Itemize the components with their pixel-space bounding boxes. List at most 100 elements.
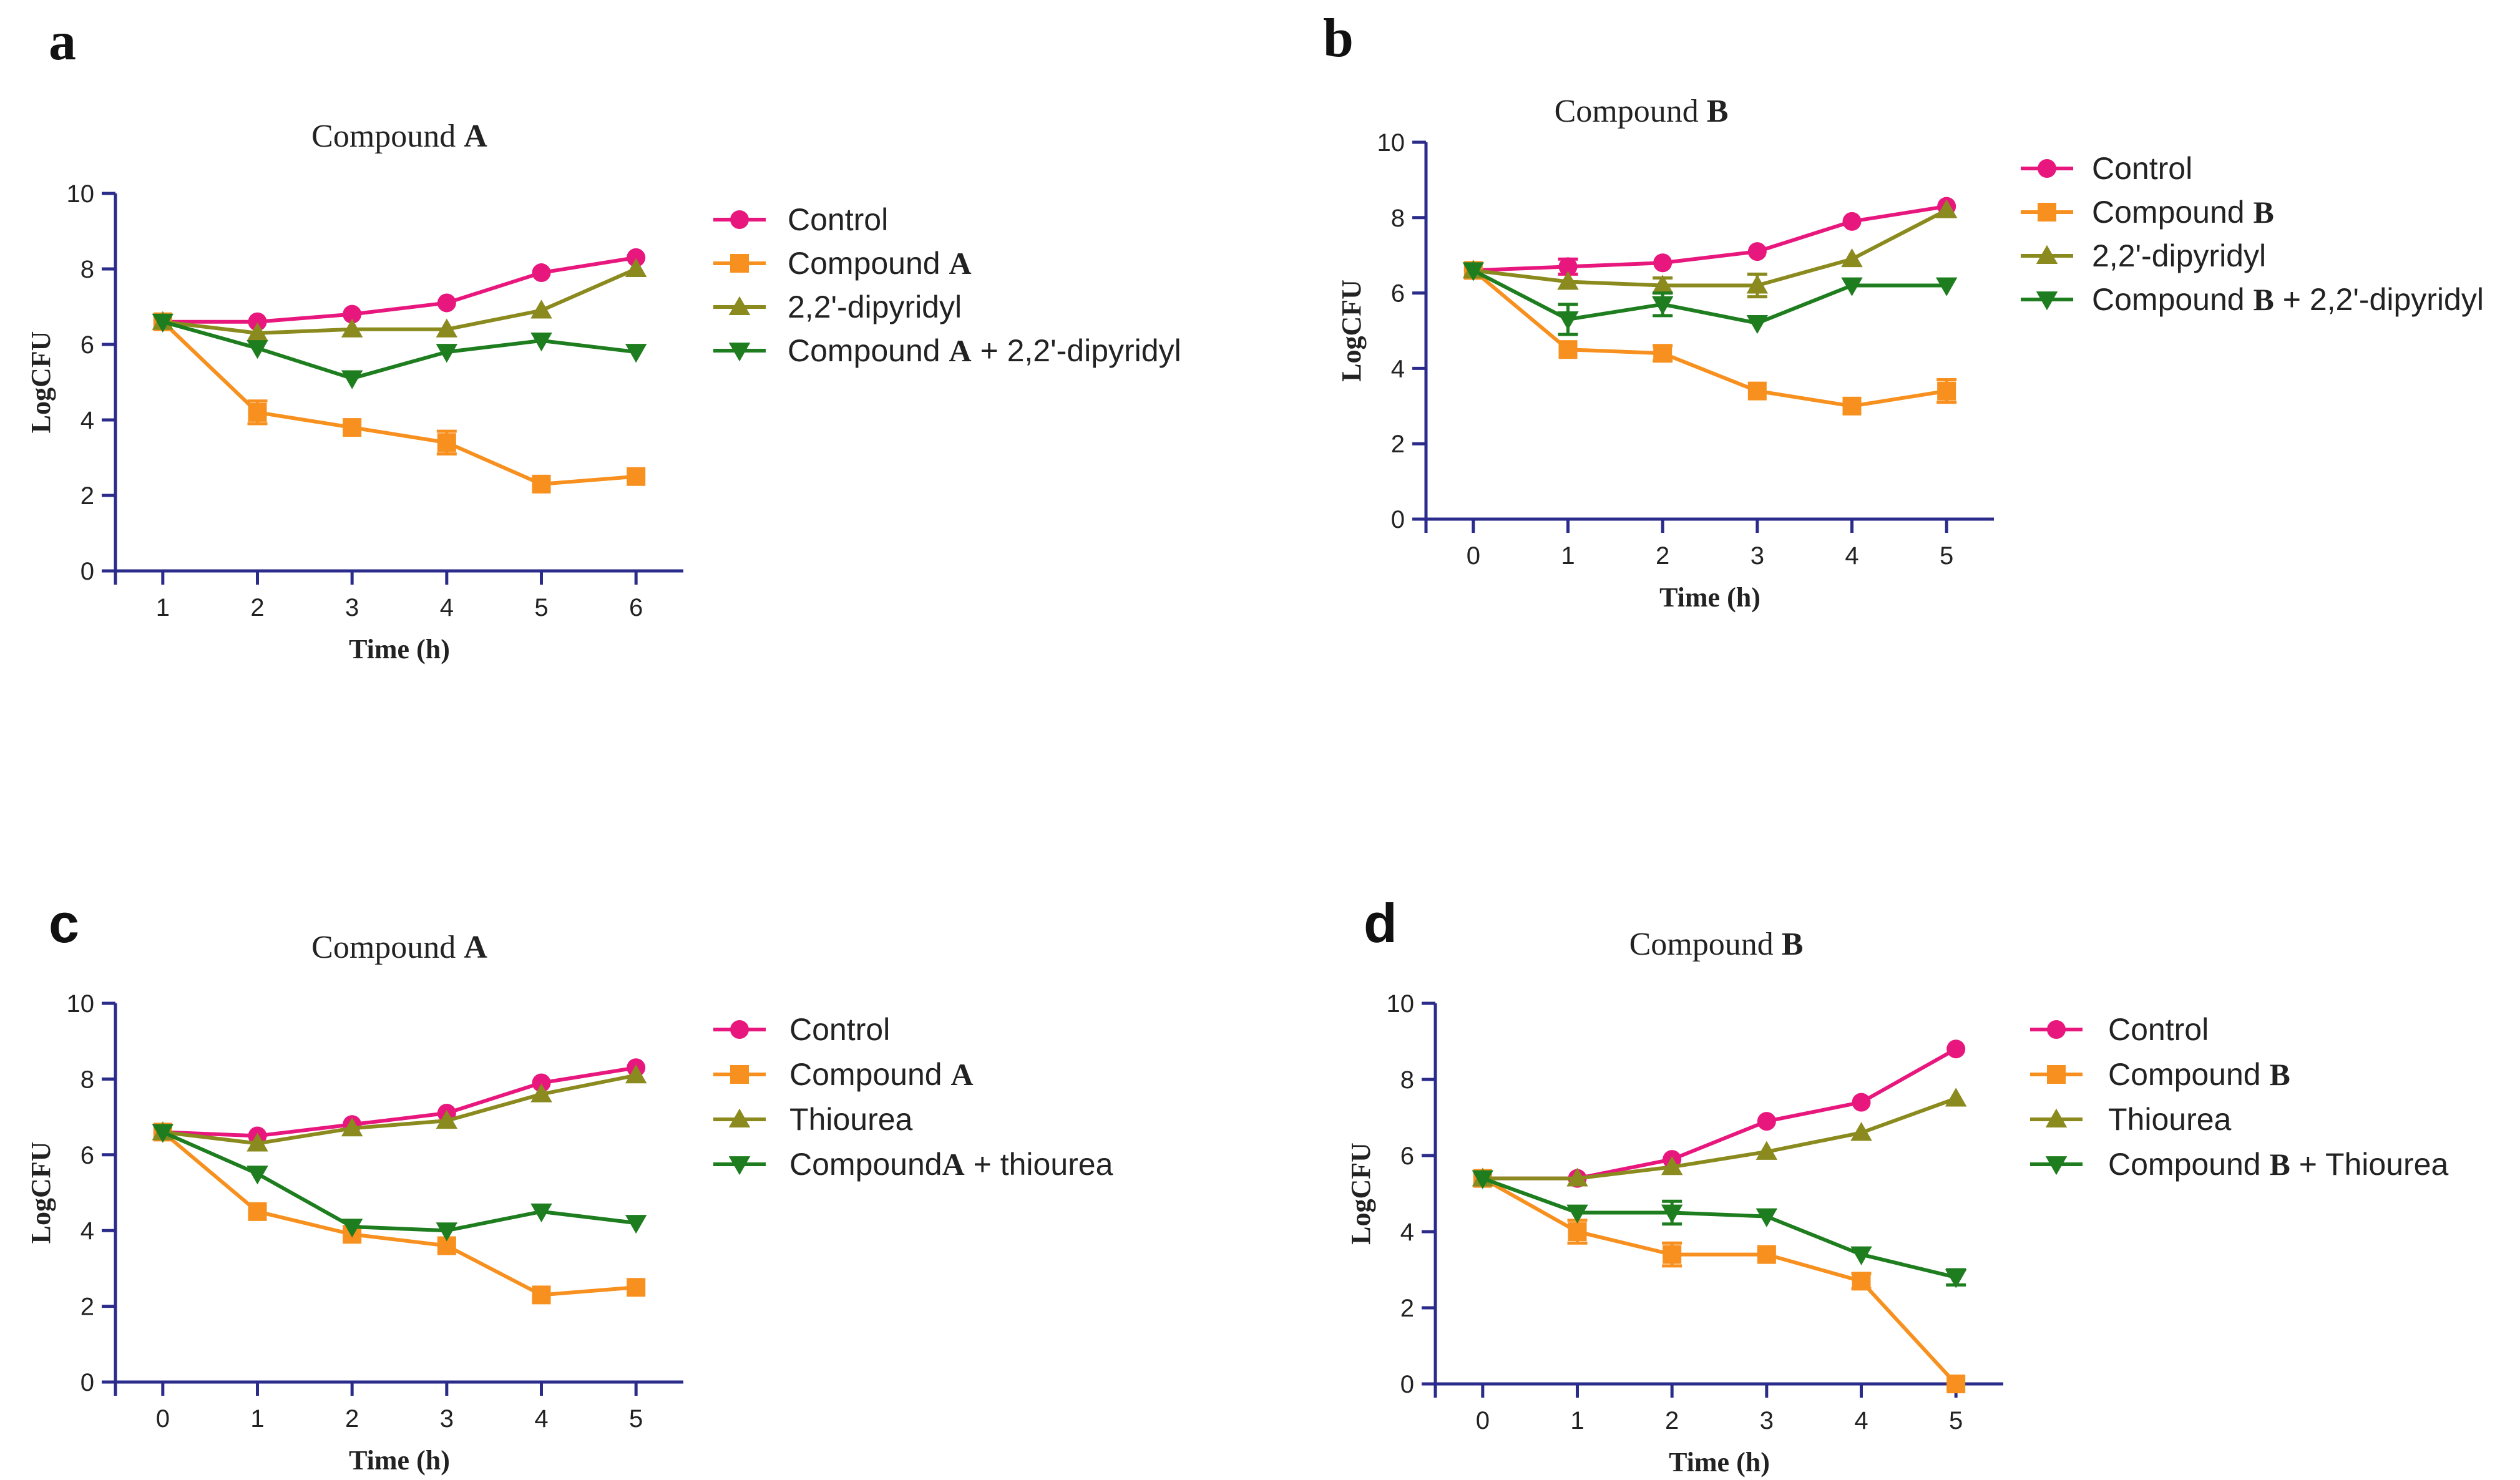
legend-item: Compound A + 2,2'-dipyridyl [713, 333, 1181, 368]
legend-item: Compound B + Thiourea [2030, 1147, 2448, 1182]
data-point [247, 340, 268, 359]
x-tick-label: 4 [1845, 542, 1858, 570]
legend-label: Compound B + Thiourea [2108, 1147, 2448, 1182]
data-point [532, 1073, 551, 1093]
data-point [625, 1215, 647, 1234]
legend-item: Compound B [2030, 1057, 2290, 1092]
y-tick-label: 0 [81, 1369, 94, 1396]
series-compound-b [1463, 261, 1957, 416]
data-point [1747, 381, 1767, 401]
x-tick-label: 2 [250, 594, 264, 621]
data-point [152, 1124, 174, 1143]
legend-item: Control [713, 1012, 890, 1047]
x-tick-label: 4 [534, 1405, 548, 1433]
series-thiourea [1472, 1088, 1967, 1187]
legend-item: Compound A [713, 246, 972, 281]
data-point [530, 1203, 552, 1223]
x-tick-label: 1 [250, 1405, 264, 1433]
data-point [1852, 1093, 1871, 1112]
legend-label: Compound B [2092, 195, 2274, 230]
y-tick-label: 6 [81, 331, 94, 359]
data-point [1566, 1167, 1588, 1187]
legend-item: 2,2'-dipyridyl [713, 290, 962, 324]
data-point [1757, 1245, 1776, 1264]
y-axis-label: LogCFU [1345, 1142, 1376, 1245]
x-axis-label: Time (h) [1659, 582, 1761, 613]
legend-item: Control [713, 202, 888, 237]
x-tick-label: 5 [1949, 1407, 1963, 1434]
series-control [153, 248, 646, 331]
y-tick-label: 0 [1391, 506, 1405, 533]
data-point [1746, 314, 1769, 334]
y-tick-label: 0 [81, 558, 94, 585]
series-line [162, 319, 637, 381]
y-tick-label: 6 [1400, 1142, 1414, 1170]
data-point [1946, 1375, 1966, 1393]
x-tick-label: 4 [440, 594, 454, 621]
series-line [1473, 208, 1948, 288]
x-tick-label: 2 [1656, 542, 1669, 570]
series-line [1482, 1096, 1957, 1181]
legend-marker [728, 296, 751, 315]
x-tick-label: 0 [1467, 542, 1480, 570]
data-point [247, 1132, 268, 1152]
data-point [341, 318, 363, 338]
data-point [1663, 1245, 1682, 1264]
panel-b: b Compound B 0 2 4 6 8 10 0 1 2 3 4 5 Time (h) LogCFU Co… [1323, 8, 2484, 613]
y-axis-label: LogCFU [1336, 280, 1367, 382]
x-tick-label: 3 [1760, 1407, 1774, 1434]
legend-marker [2038, 203, 2056, 222]
series-thiourea [152, 1064, 647, 1152]
data-point [530, 333, 552, 352]
data-point [1557, 311, 1579, 331]
data-point [625, 344, 647, 363]
data-point [1558, 340, 1578, 359]
series-compounda-thiourea [152, 1124, 647, 1242]
data-point [1841, 248, 1863, 268]
legend-marker [2036, 245, 2058, 264]
legend-label: Control [788, 202, 888, 237]
panel-label: c [49, 892, 79, 954]
data-point [1558, 257, 1578, 276]
legend-marker [2047, 1065, 2066, 1084]
legend-marker [2036, 291, 2058, 311]
legend-label: Compound A + 2,2'-dipyridyl [788, 333, 1181, 368]
x-tick-label: 1 [1561, 542, 1575, 570]
data-point [1653, 253, 1673, 273]
chart-title: Compound B [1629, 927, 1804, 962]
legend-item: Control [2021, 151, 2192, 186]
legend-marker [730, 1065, 749, 1084]
data-point [1651, 275, 1674, 294]
data-point [437, 433, 456, 452]
data-point [247, 322, 268, 341]
data-point [1661, 1156, 1683, 1176]
series-control [1463, 197, 1956, 280]
y-tick-label: 10 [1387, 990, 1415, 1018]
panel-label: d [1364, 892, 1397, 954]
data-point [1757, 1112, 1776, 1131]
series-line [1472, 268, 1947, 325]
data-point [341, 1117, 363, 1137]
y-tick-label: 4 [1400, 1219, 1414, 1246]
series-line [162, 1073, 637, 1146]
series-control [153, 1058, 646, 1146]
series-line [161, 1131, 637, 1297]
series-line [1482, 1176, 1956, 1280]
data-point [248, 1202, 267, 1221]
legend-item: Control [2030, 1012, 2209, 1047]
x-axis-label: Time (h) [1669, 1447, 1770, 1478]
y-tick-label: 4 [81, 407, 94, 434]
data-point [530, 299, 552, 319]
legend-item: Compound B [2021, 195, 2274, 230]
data-point [436, 1222, 458, 1242]
y-tick-label: 10 [1377, 129, 1405, 157]
panel-d: d Compound B 0 2 4 6 8 10 0 1 2 3 4 5 Time (h) LogCFU Co… [1345, 892, 2448, 1478]
data-point [1568, 1222, 1587, 1241]
data-point [1756, 1208, 1778, 1227]
legend-marker [2038, 159, 2056, 178]
data-point [1852, 1272, 1871, 1291]
data-point [343, 418, 362, 437]
chart-title: Compound A [311, 930, 487, 965]
y-tick-label: 0 [1400, 1371, 1414, 1398]
y-tick-label: 6 [1391, 280, 1405, 308]
